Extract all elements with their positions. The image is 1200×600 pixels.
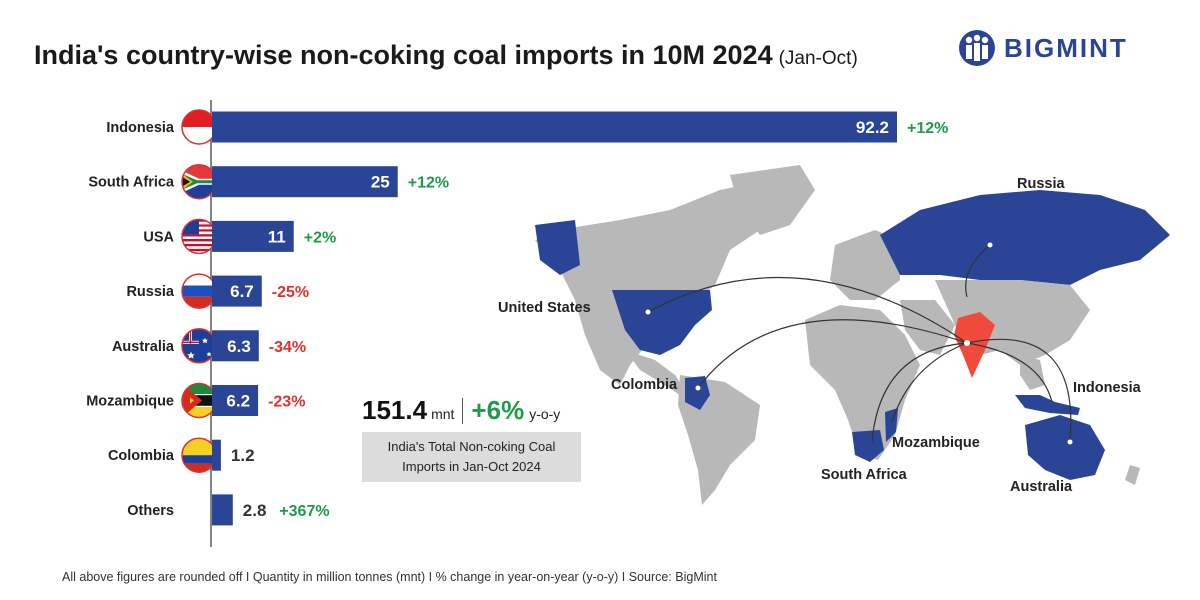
bar-indonesia xyxy=(212,111,897,143)
change-label-others: +367% xyxy=(279,503,329,520)
value-label-australia: 6.3 xyxy=(227,337,251,356)
russia-flag xyxy=(181,273,217,309)
map-central-america xyxy=(625,350,685,395)
category-label-south-africa: South Africa xyxy=(88,175,175,191)
trade-flow-arrows xyxy=(647,244,1072,443)
bar-others xyxy=(212,494,233,526)
map-label-south-africa: South Africa xyxy=(821,467,907,483)
map-north-america xyxy=(535,180,810,385)
map-southeast-asia xyxy=(1020,355,1045,390)
total-change-suffix: y-o-y xyxy=(529,406,561,422)
map-label-mozambique: Mozambique xyxy=(892,435,980,451)
category-label-others: Others xyxy=(127,503,174,519)
bigmint-logo-text: BIGMINT xyxy=(1004,32,1128,63)
value-label-south-africa: 25 xyxy=(371,173,390,192)
mozambique-flag xyxy=(181,382,217,419)
point-australia xyxy=(1067,439,1073,445)
map-label-russia: Russia xyxy=(1017,176,1065,192)
change-label-mozambique: -23% xyxy=(268,394,305,411)
total-unit: mnt xyxy=(431,406,455,422)
total-caption: India's Total Non-coking Coal Imports in… xyxy=(362,432,581,482)
change-label-usa: +2% xyxy=(304,229,336,246)
map-australia xyxy=(1025,415,1105,480)
change-label-south-africa: +12% xyxy=(408,175,449,192)
total-caption-line2: Imports in Jan-Oct 2024 xyxy=(402,459,541,474)
change-label-indonesia: +12% xyxy=(907,120,948,137)
total-value: 151.4 xyxy=(362,395,428,425)
map-greenland xyxy=(730,165,815,235)
chart-title-suffix: (Jan-Oct) xyxy=(778,48,858,69)
category-label-indonesia: Indonesia xyxy=(106,120,175,136)
south-africa-flag xyxy=(181,163,217,200)
category-label-russia: Russia xyxy=(126,284,174,300)
arrow-russia-india xyxy=(965,244,991,298)
map-south-africa xyxy=(852,430,884,462)
total-caption-line1: India's Total Non-coking Coal xyxy=(387,439,556,454)
total-summary: 151.4 mnt +6% y-o-y India's Total Non-co… xyxy=(362,395,582,482)
point-russia xyxy=(987,242,993,248)
value-label-others: 2.8 xyxy=(243,501,267,520)
bar-colombia xyxy=(212,439,221,471)
bar-chart: Indonesia 92.2 +12% South Africa 25 +12% USA 11… xyxy=(86,100,948,547)
map-colombia xyxy=(685,376,710,410)
value-label-colombia: 1.2 xyxy=(231,446,255,465)
category-label-usa: USA xyxy=(143,229,174,245)
chart-title-main: India's country-wise non-coking coal imp… xyxy=(34,40,773,70)
bar-mozambique xyxy=(212,385,259,416)
bigmint-logo: BIGMINT xyxy=(958,28,1158,68)
bar-australia xyxy=(212,330,259,362)
map-india xyxy=(954,312,995,378)
map-alaska xyxy=(535,220,580,275)
map-indonesia xyxy=(1015,395,1080,415)
total-separator xyxy=(462,397,464,424)
map-russia xyxy=(880,190,1170,285)
change-label-australia: -34% xyxy=(269,339,306,356)
value-label-mozambique: 6.2 xyxy=(226,392,250,411)
map-mozambique xyxy=(885,408,898,442)
bar-usa xyxy=(212,220,294,252)
arrow-southafrica-india xyxy=(871,342,968,443)
change-label-russia: -25% xyxy=(272,284,309,301)
value-label-russia: 6.7 xyxy=(230,282,254,301)
footnote: All above figures are rounded off I Quan… xyxy=(62,570,717,584)
value-label-indonesia: 92.2 xyxy=(856,118,889,137)
category-label-colombia: Colombia xyxy=(108,448,175,464)
total-line: 151.4 mnt +6% y-o-y xyxy=(362,395,582,426)
trade-flow-points xyxy=(645,242,1073,445)
bigmint-logo-icon xyxy=(959,30,995,66)
map-label-australia: Australia xyxy=(1010,479,1073,495)
point-india xyxy=(964,340,970,346)
bar-russia xyxy=(212,275,262,307)
arrow-mozambique-india xyxy=(891,342,968,423)
arrow-colombia-india xyxy=(697,319,968,389)
point-usa xyxy=(645,309,651,315)
usa-flag xyxy=(181,218,217,255)
australia-flag xyxy=(181,328,217,364)
point-colombia xyxy=(695,385,701,391)
map-europe xyxy=(830,230,900,300)
arrow-indonesia-india xyxy=(966,342,1053,403)
map-new-zealand xyxy=(1125,465,1140,485)
map-middle-east xyxy=(900,300,955,355)
bar-chart-layer: Indonesia 92.2 +12% South Africa 25 +12% USA 11… xyxy=(86,100,948,547)
indonesia-flag xyxy=(181,109,217,145)
world-map xyxy=(535,165,1170,505)
chart-title: India's country-wise non-coking coal imp… xyxy=(34,40,858,71)
map-label-colombia: Colombia xyxy=(611,377,678,393)
bar-south-africa xyxy=(212,166,398,198)
map-usa xyxy=(612,290,712,355)
map-label-indonesia: Indonesia xyxy=(1073,380,1141,396)
category-label-mozambique: Mozambique xyxy=(86,394,174,410)
arrow-usa-india xyxy=(647,276,968,344)
total-change: +6% xyxy=(471,395,525,425)
value-label-usa: 11 xyxy=(268,227,286,246)
colombia-flag xyxy=(181,437,217,473)
map-label-united-states: United States xyxy=(498,300,591,316)
category-label-australia: Australia xyxy=(112,339,175,355)
arrow-australia-india xyxy=(966,338,1072,441)
